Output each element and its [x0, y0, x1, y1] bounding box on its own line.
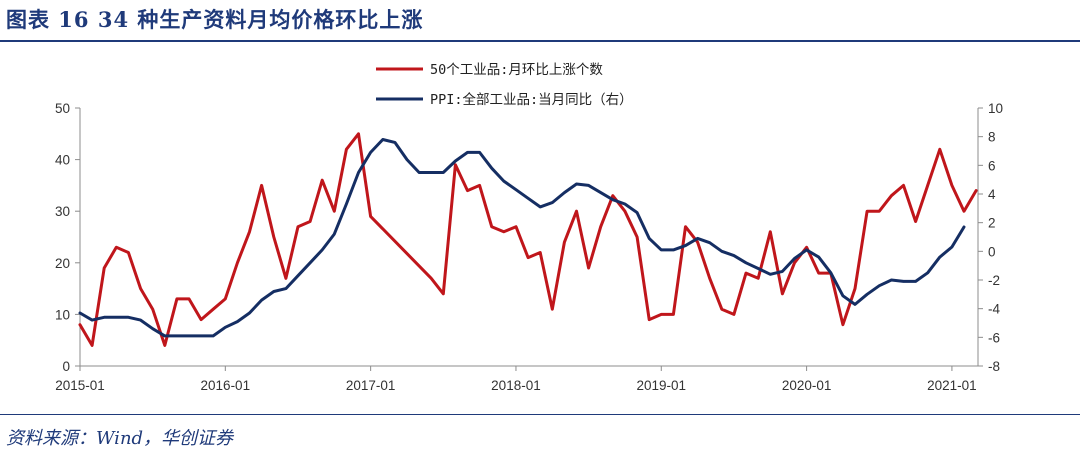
- y-left-tick-label: 50: [55, 101, 70, 116]
- y-left-tick-label: 20: [55, 256, 70, 271]
- x-tick-label: 2018-01: [491, 378, 541, 393]
- y-right-tick-label: 8: [988, 130, 996, 145]
- legend: 50个工业品:月环比上涨个数 PPI:全部工业品:当月同比（右）: [376, 62, 633, 108]
- x-tick-label: 2017-01: [346, 378, 396, 393]
- series-line-rise-count: [78, 132, 978, 347]
- y-left-tick-label: 30: [55, 204, 70, 219]
- x-tick-label: 2019-01: [637, 378, 687, 393]
- y-left-tick-label: 10: [55, 307, 70, 322]
- footer-divider: [0, 414, 1080, 415]
- x-tick-label: 2016-01: [201, 378, 251, 393]
- chart-axes: 0 10 20 30 40 50 -8 -6 -4 -2 0 2 4 6 8 10 2015-01 2016-01…: [55, 101, 1003, 393]
- y-right-tick-label: 0: [988, 244, 996, 259]
- y-left-tick-label: 0: [62, 359, 70, 374]
- legend-label: PPI:全部工业品:当月同比（右）: [430, 91, 633, 108]
- title-divider: [0, 40, 1080, 42]
- series-line-ppi: [78, 138, 966, 338]
- series-layer: [78, 132, 978, 347]
- y-right-tick-label: 6: [988, 158, 996, 173]
- y-right-tick-label: -4: [988, 302, 1000, 317]
- x-tick-label: 2015-01: [55, 378, 105, 393]
- y-right-tick-label: -8: [988, 359, 1000, 374]
- chart: 0 10 20 30 40 50 -8 -6 -4 -2 0 2 4 6 8 10 2015-01 2016-01…: [55, 62, 1003, 393]
- y-right-tick-label: 4: [988, 187, 996, 202]
- source-note: 资料来源：Wind，华创证券: [6, 428, 234, 449]
- y-left-tick-label: 40: [55, 153, 70, 168]
- y-right-tick-label: -6: [988, 330, 1000, 345]
- y-right-tick-label: 2: [988, 216, 996, 231]
- x-tick-label: 2020-01: [782, 378, 832, 393]
- y-right-tick-label: -2: [988, 273, 1000, 288]
- y-right-tick-label: 10: [988, 101, 1003, 116]
- x-tick-label: 2021-01: [927, 378, 977, 393]
- legend-label: 50个工业品:月环比上涨个数: [430, 62, 603, 78]
- figure-title: 图表 16 34 种生产资料月均价格环比上涨: [6, 7, 424, 32]
